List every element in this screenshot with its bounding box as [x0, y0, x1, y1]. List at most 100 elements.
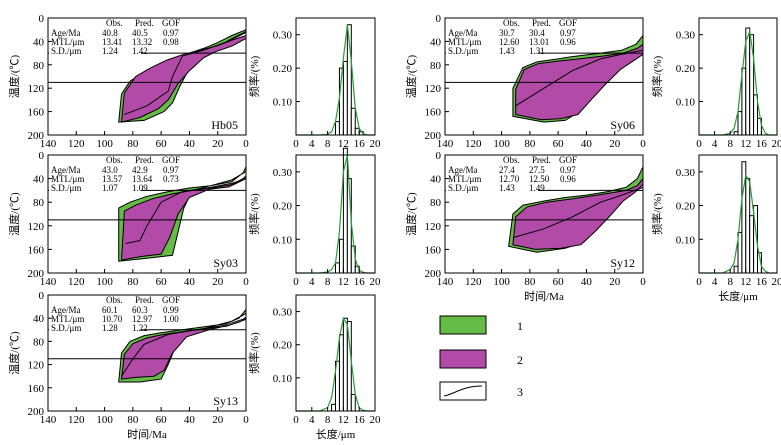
stats-pred: 1.42: [132, 46, 148, 56]
stats-obs: 1.07: [102, 183, 118, 193]
stats-gof: 0.97: [163, 165, 179, 175]
stats-pred: 27.5: [529, 165, 545, 175]
y-tick-label: 40: [430, 174, 442, 186]
y-axis-label: 频率/(%): [247, 193, 261, 235]
x-tick-label: 20: [609, 276, 621, 288]
histogram-bar: [745, 178, 751, 274]
y-tick-label: 0.10: [273, 234, 293, 246]
x-tick-label: 0: [640, 276, 646, 288]
y-tick-label: 0: [436, 13, 442, 25]
legend-label-2: 2: [517, 353, 523, 367]
stats-gof: 0.73: [163, 174, 179, 184]
y-tick-label: 80: [33, 197, 45, 209]
legend-label-1: 1: [517, 319, 523, 333]
legend-swatch-3: [439, 381, 487, 401]
x-tick-label: 20: [609, 138, 621, 150]
y-axis-label: 温度/(℃): [7, 331, 21, 375]
x-tick-label: 0: [243, 414, 249, 426]
y-tick-label: 160: [28, 107, 45, 119]
histogram-bar: [350, 393, 356, 412]
histogram-bar: [338, 238, 344, 274]
x-tick-label: 80: [127, 414, 139, 426]
stats-obs: 43.0: [102, 165, 118, 175]
x-tick-label: 12: [740, 138, 751, 150]
histogram-bar: [741, 67, 747, 136]
stats-pred: 1.49: [529, 183, 545, 193]
stats-pred: 40.5: [132, 28, 148, 38]
y-axis-label: 频率/(%): [247, 55, 261, 97]
y-tick-label: 0.10: [273, 97, 293, 109]
x-tick-label: 80: [127, 276, 139, 288]
y-tick-label: 160: [425, 244, 442, 256]
histogram-bar: [749, 34, 755, 136]
y-tick-label: 40: [430, 36, 442, 48]
y-tick-label: 80: [430, 60, 442, 72]
stats-pred: 13.01: [529, 37, 549, 47]
y-axis-label: 频率/(%): [650, 55, 664, 97]
y-tick-label: 0.20: [273, 63, 293, 75]
histogram-bar: [733, 131, 739, 136]
y-axis-label: 温度/(℃): [404, 192, 418, 236]
x-tick-label: 8: [727, 138, 733, 150]
stats-obs: 12.60: [499, 37, 520, 47]
x-tick-label: 80: [524, 276, 536, 288]
x-axis-label: 时间/Ma: [127, 428, 167, 441]
x-tick-label: 4: [712, 276, 718, 288]
x-tick-label: 16: [354, 414, 366, 426]
sample-label: Sy03: [213, 256, 238, 270]
stats-gof: 0.97: [163, 28, 179, 38]
x-tick-label: 20: [370, 138, 382, 150]
y-tick-label: 80: [430, 197, 442, 209]
stats-box: [49, 296, 141, 332]
x-tick-label: 120: [68, 414, 85, 426]
y-tick-label: 0.10: [676, 97, 696, 109]
stats-label: S.D./μm: [448, 183, 478, 193]
stats-obs: 1.43: [499, 183, 515, 193]
y-axis-label: 温度/(℃): [404, 54, 418, 98]
x-tick-label: 20: [370, 276, 382, 288]
x-tick-label: 20: [212, 138, 224, 150]
stats-header-obs: Obs.: [503, 155, 520, 165]
thermal-history-chart-sy03: Obs. Pred. GOF Age/Ma 43.0 42.9 0.97 MTL/μm 13.5…: [7, 150, 249, 288]
y-tick-label: 120: [28, 83, 45, 95]
x-axis-label: 长度/μm: [718, 289, 758, 303]
thermal-history-chart-hb05: Obs. Pred. GOF Age/Ma 40.8 40.5 0.97 MTL/μm 13.4…: [7, 13, 249, 150]
stats-header-gof: GOF: [559, 18, 577, 28]
stats-gof: 0.98: [163, 37, 179, 47]
legend: 1 2 3: [439, 315, 523, 401]
y-tick-label: 0.30: [676, 167, 696, 179]
x-tick-label: 140: [40, 138, 57, 150]
stats-label: S.D./μm: [448, 46, 478, 56]
x-tick-label: 20: [212, 414, 224, 426]
x-tick-label: 120: [68, 138, 85, 150]
x-tick-label: 8: [727, 276, 733, 288]
stats-pred: 1.31: [529, 46, 545, 56]
stats-obs: 60.1: [102, 305, 118, 315]
x-tick-label: 4: [309, 414, 315, 426]
stats-obs: 30.7: [499, 28, 515, 38]
y-axis-label: 温度/(℃): [7, 192, 21, 236]
stats-label: MTL/μm: [51, 174, 84, 184]
x-tick-label: 12: [740, 276, 751, 288]
x-tick-label: 0: [243, 138, 249, 150]
x-tick-label: 100: [96, 276, 113, 288]
y-tick-label: 0: [39, 13, 45, 25]
x-tick-label: 40: [184, 276, 196, 288]
stats-label: Age/Ma: [51, 305, 81, 315]
y-axis-label: 频率/(%): [650, 193, 664, 235]
sample-label: Sy06: [610, 118, 635, 132]
stats-pred: 1.09: [132, 183, 148, 193]
x-tick-label: 40: [581, 138, 593, 150]
y-tick-label: 120: [28, 221, 45, 233]
x-tick-label: 140: [40, 276, 57, 288]
y-tick-label: 120: [425, 83, 442, 95]
stats-header-pred: Pred.: [532, 18, 551, 28]
x-tick-label: 120: [465, 276, 482, 288]
x-tick-label: 20: [370, 414, 382, 426]
y-tick-label: 0: [436, 150, 442, 162]
x-tick-label: 100: [96, 414, 113, 426]
x-tick-label: 60: [553, 138, 565, 150]
x-tick-label: 20: [212, 276, 224, 288]
best-fit-path: [124, 32, 247, 115]
